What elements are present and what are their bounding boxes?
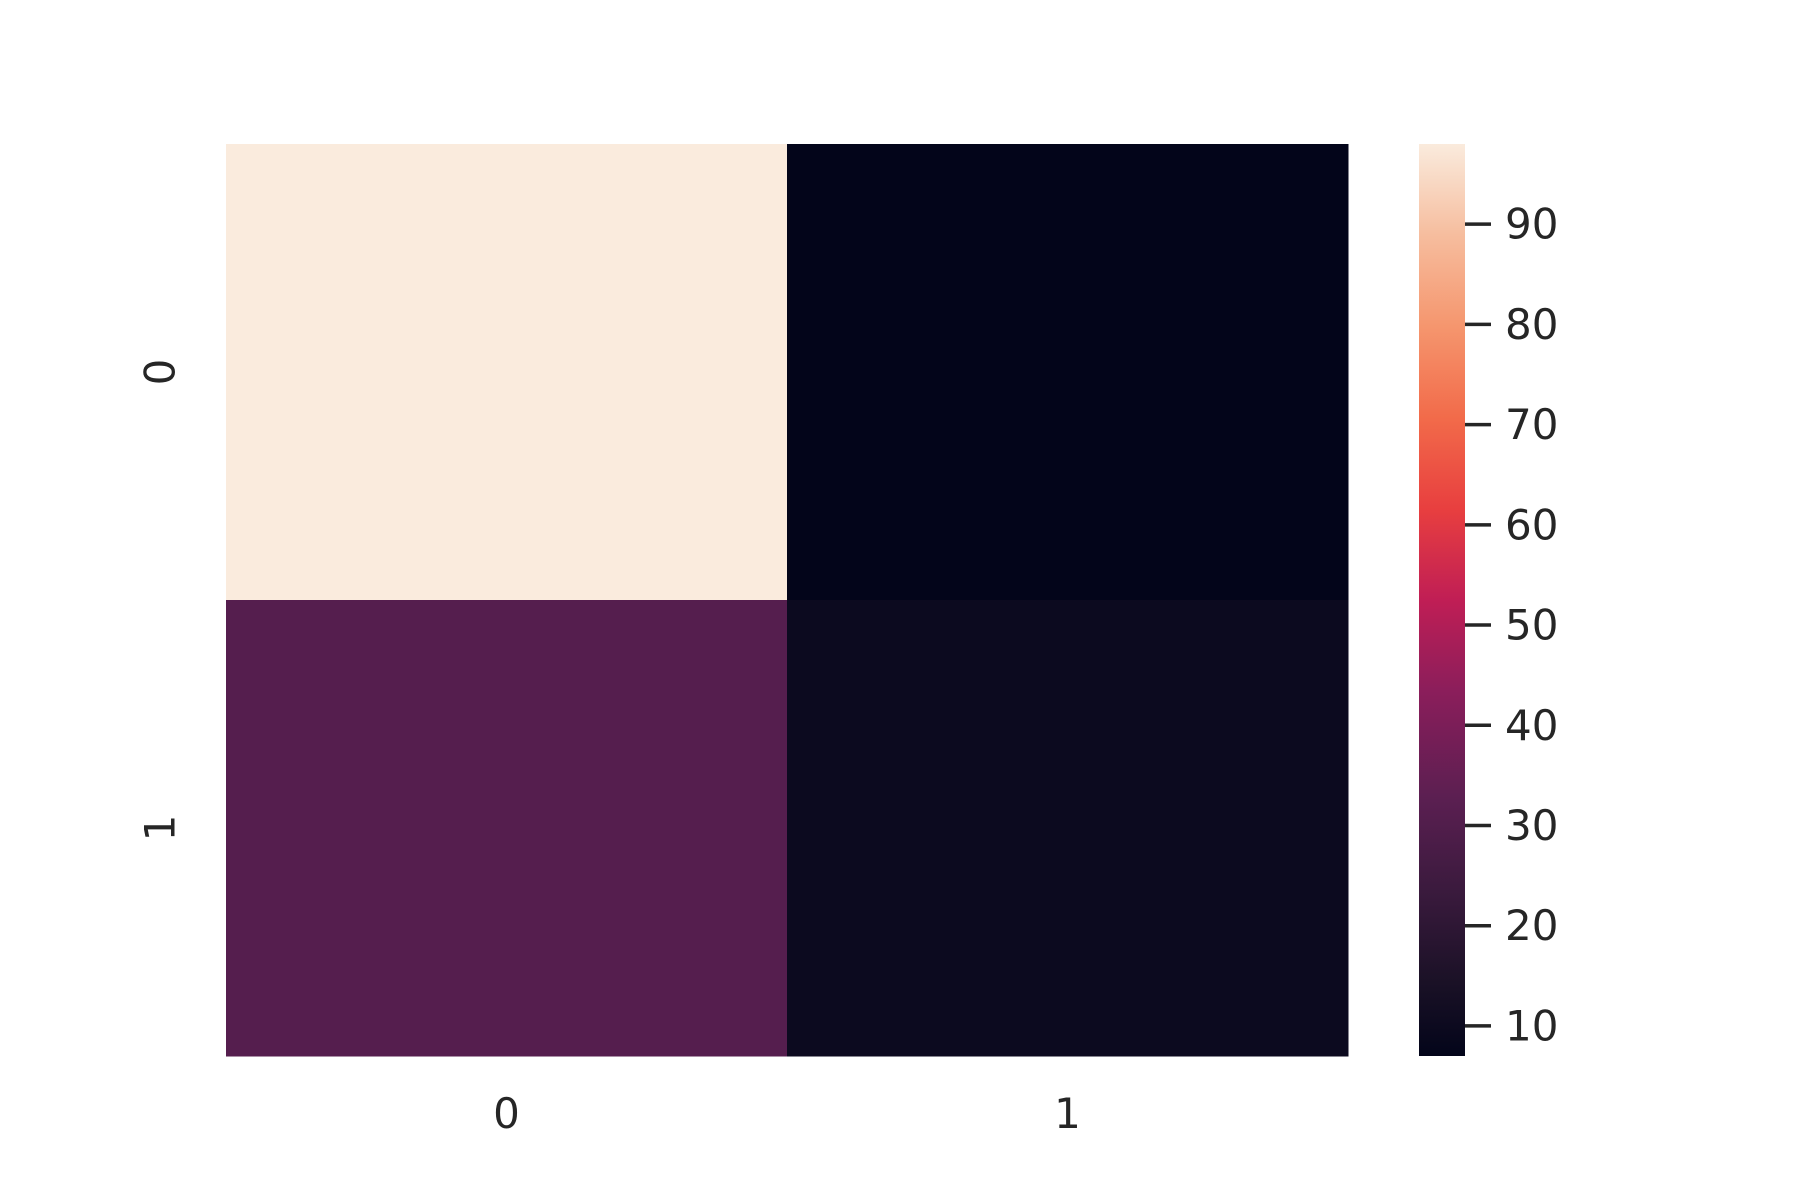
colorbar-tick-label: 50 [1505,601,1558,650]
heatmap-cell-r1-c1 [787,600,1349,1057]
heatmap-cells [226,144,1349,1057]
colorbar-tick-label: 20 [1505,901,1558,950]
heatmap-cell-r1-c0 [226,600,788,1057]
colorbar-tick-label: 30 [1505,801,1558,850]
colorbar-tick-label: 10 [1505,1001,1558,1050]
colorbar-ticks: 90 80 70 60 50 40 30 20 10 [1465,200,1558,1050]
colorbar-tick-label: 40 [1505,701,1558,750]
colorbar-tick-label: 80 [1505,300,1558,349]
x-tick-label: 0 [493,1089,520,1138]
colorbar-tick-label: 60 [1505,500,1558,549]
x-tick-label: 1 [1054,1089,1081,1138]
y-axis-tick-labels: 01 [136,359,185,842]
heatmap-cell-r0-c1 [787,144,1349,601]
y-tick-label: 0 [136,359,185,386]
colorbar-tick-label: 90 [1505,200,1558,249]
colorbar [1419,144,1465,1056]
heatmap-cell-r0-c0 [226,144,788,601]
colorbar-tick-label: 70 [1505,400,1558,449]
y-tick-label: 1 [136,815,185,842]
